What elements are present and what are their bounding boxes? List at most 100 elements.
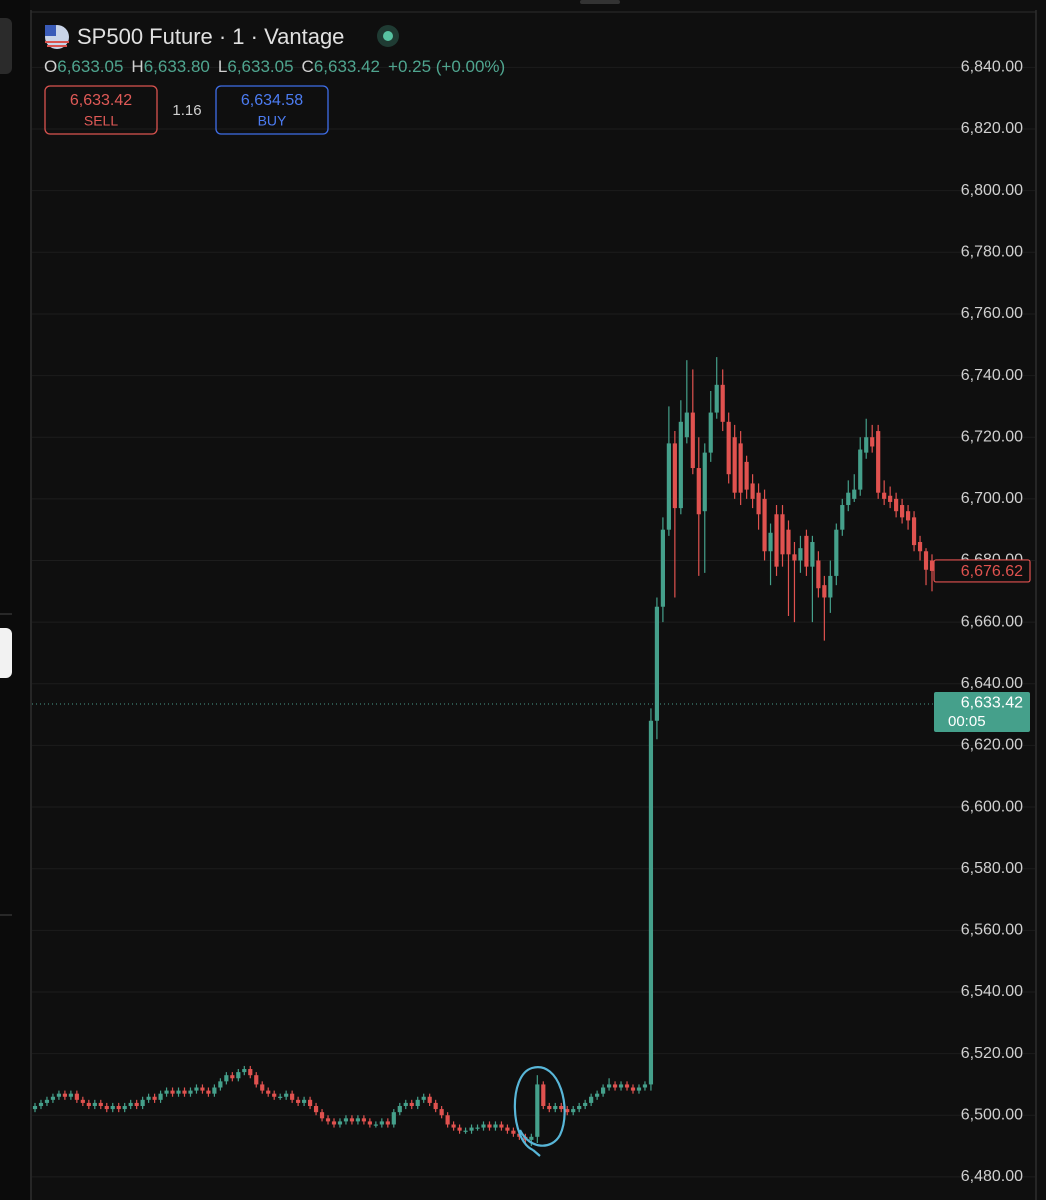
- candle-body: [152, 1096, 157, 1100]
- candle-body: [134, 1102, 139, 1107]
- candle-body: [206, 1090, 211, 1094]
- flag-icon: [45, 25, 56, 36]
- candle-body: [385, 1121, 390, 1125]
- candle-body: [541, 1084, 546, 1107]
- candle-body: [254, 1075, 259, 1085]
- candle-body: [696, 468, 701, 515]
- symbol-title: SP500 Future · 1 · Vantage: [77, 24, 344, 49]
- candle-body: [900, 505, 905, 518]
- y-tick-label: 6,500.00: [961, 1106, 1023, 1123]
- grid: [32, 66, 1035, 1178]
- ohlc-key: H: [131, 57, 143, 76]
- y-tick-label: 6,700.00: [961, 490, 1023, 507]
- candle-body: [612, 1084, 618, 1088]
- candle-body: [595, 1093, 600, 1097]
- candle-body: [911, 517, 917, 546]
- candle-body: [571, 1109, 576, 1113]
- candle-body: [248, 1069, 253, 1076]
- buy-price: 6,634.58: [241, 92, 303, 109]
- candle-body: [451, 1124, 456, 1128]
- candle-body: [547, 1106, 552, 1110]
- candle-body: [122, 1106, 127, 1110]
- candle-body: [200, 1087, 205, 1091]
- candle-body: [774, 514, 779, 567]
- candle-body: [840, 505, 845, 530]
- y-tick-label: 6,840.00: [961, 59, 1023, 76]
- candle-body: [307, 1099, 313, 1107]
- y-tick-label: 6,560.00: [961, 922, 1023, 939]
- candle-body: [260, 1084, 265, 1091]
- candle-body: [403, 1102, 408, 1107]
- toolbar-button[interactable]: [0, 628, 12, 678]
- candle-body: [894, 498, 899, 512]
- sell-button[interactable]: [44, 85, 158, 135]
- candle-body: [188, 1090, 193, 1094]
- y-tick-label: 6,800.00: [961, 182, 1023, 199]
- candle-body: [415, 1099, 420, 1107]
- y-tick-label: 6,780.00: [961, 244, 1023, 261]
- candle-body: [194, 1087, 199, 1091]
- candle-body: [768, 532, 773, 552]
- candle-body: [750, 483, 755, 499]
- candle-body: [128, 1102, 133, 1107]
- candle-body: [266, 1090, 271, 1094]
- window-handle: [580, 0, 620, 4]
- candle-body: [445, 1115, 450, 1125]
- candle-body: [535, 1084, 540, 1137]
- candle-body: [290, 1093, 295, 1100]
- candle-body: [62, 1093, 67, 1097]
- candle-body: [553, 1106, 558, 1110]
- candle-body: [218, 1081, 223, 1088]
- candle-body: [870, 437, 875, 447]
- candle-body: [714, 384, 719, 413]
- ohlc-value: 6,633.05: [227, 57, 293, 76]
- last-price-tag: [933, 559, 1031, 583]
- toolbar-button[interactable]: [0, 18, 12, 74]
- candle-body: [74, 1093, 79, 1100]
- candle-body: [98, 1102, 103, 1107]
- spread: 1.16: [172, 102, 201, 119]
- candle-body: [337, 1121, 343, 1125]
- candle-body: [810, 542, 815, 567]
- candle-body: [457, 1127, 462, 1131]
- candle-body: [511, 1130, 516, 1134]
- candle-body: [475, 1127, 480, 1129]
- candle-body: [463, 1130, 468, 1132]
- candle-body: [32, 1106, 38, 1110]
- candle-body: [182, 1090, 187, 1094]
- candle-body: [905, 511, 911, 521]
- toolbar: [0, 0, 30, 1200]
- current-price-tag: [934, 692, 1030, 733]
- candle-body: [798, 548, 803, 561]
- candle-body: [756, 492, 761, 515]
- last-price-label: 6,676.62: [961, 563, 1023, 580]
- candle-body: [917, 542, 923, 552]
- candle-body: [158, 1093, 163, 1100]
- candle-body: [882, 492, 887, 499]
- candle-body: [720, 384, 725, 422]
- candle-body: [92, 1102, 97, 1107]
- candle-body: [876, 431, 881, 493]
- candle-body: [86, 1102, 91, 1107]
- candle-body: [606, 1084, 612, 1088]
- candle-body: [319, 1112, 325, 1119]
- candle-body: [146, 1096, 151, 1100]
- candle-body: [672, 443, 677, 509]
- ohlc-value: 6,633.05: [57, 57, 123, 76]
- candle-body: [391, 1112, 396, 1125]
- candle-body: [230, 1075, 235, 1079]
- candle-body: [421, 1096, 426, 1100]
- candle-body: [654, 606, 660, 721]
- candle-body: [272, 1093, 277, 1097]
- y-tick-label: 6,620.00: [961, 737, 1023, 754]
- candle-body: [888, 495, 893, 502]
- candle-body: [624, 1084, 630, 1088]
- candle-body: [325, 1118, 331, 1122]
- candle-body: [618, 1084, 624, 1088]
- candle-body: [439, 1109, 444, 1116]
- candle-body: [642, 1084, 648, 1088]
- ohlc-key: C: [302, 57, 314, 76]
- candle-body: [601, 1087, 606, 1094]
- buy-button[interactable]: [215, 85, 329, 135]
